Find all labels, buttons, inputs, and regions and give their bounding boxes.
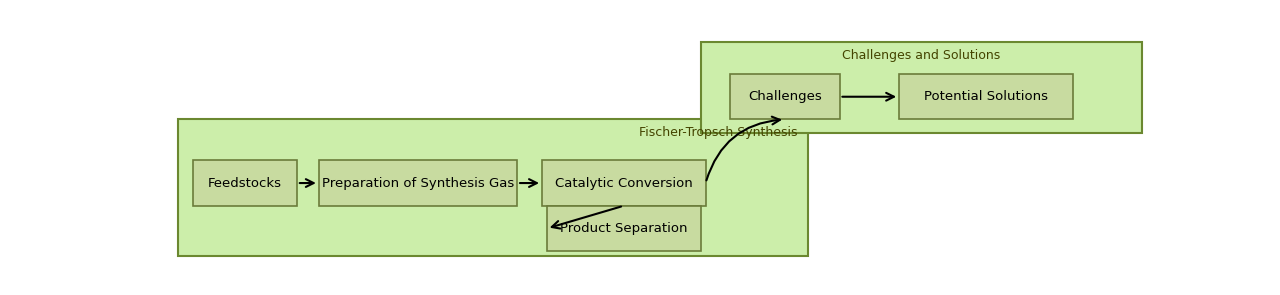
- Text: Challenges and Solutions: Challenges and Solutions: [842, 49, 1001, 62]
- Text: Challenges: Challenges: [748, 90, 822, 103]
- FancyBboxPatch shape: [547, 206, 700, 251]
- FancyBboxPatch shape: [319, 160, 517, 206]
- FancyBboxPatch shape: [899, 74, 1073, 119]
- Text: Potential Solutions: Potential Solutions: [924, 90, 1048, 103]
- FancyBboxPatch shape: [193, 160, 297, 206]
- FancyBboxPatch shape: [731, 74, 840, 119]
- Text: Fischer-Tropsch Synthesis: Fischer-Tropsch Synthesis: [639, 126, 797, 139]
- Text: Feedstocks: Feedstocks: [207, 176, 282, 190]
- FancyBboxPatch shape: [541, 160, 705, 206]
- Text: Preparation of Synthesis Gas: Preparation of Synthesis Gas: [321, 176, 515, 190]
- Text: Catalytic Conversion: Catalytic Conversion: [556, 176, 692, 190]
- FancyBboxPatch shape: [700, 42, 1142, 133]
- Text: Product Separation: Product Separation: [561, 222, 687, 235]
- FancyBboxPatch shape: [178, 119, 808, 256]
